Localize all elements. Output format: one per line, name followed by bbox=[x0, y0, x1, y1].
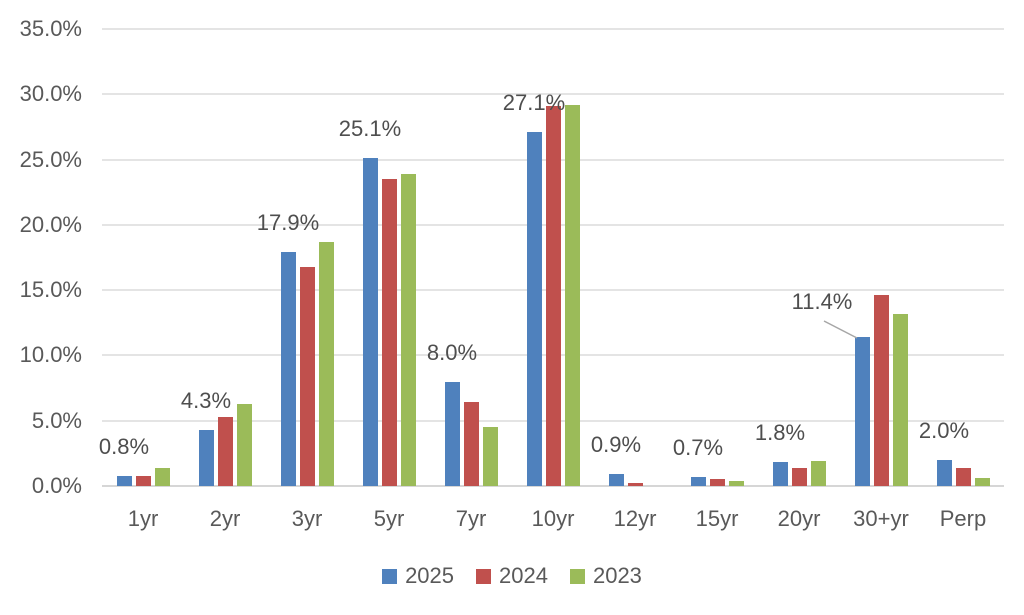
legend-swatch-2023 bbox=[569, 568, 585, 584]
x-tick-label-10yr: 10yr bbox=[531, 506, 575, 531]
y-tick-label: 0.0% bbox=[31, 473, 82, 498]
bar-2025-15yr bbox=[691, 477, 706, 486]
bar-2024-5yr bbox=[382, 179, 397, 486]
y-tick-label: 5.0% bbox=[31, 407, 82, 433]
x-tick-label-3yr: 3yr bbox=[291, 506, 323, 531]
legend-swatch-2025 bbox=[382, 568, 398, 584]
bar-2024-20yr bbox=[792, 468, 807, 486]
data-label-3yr: 17.9% bbox=[256, 210, 320, 236]
bar-2023-2yr bbox=[237, 404, 252, 486]
x-tick-label-5yr: 5yr bbox=[373, 506, 405, 531]
bar-2025-Perp bbox=[937, 460, 952, 486]
gridline-0 bbox=[102, 485, 1004, 487]
bar-2025-20yr bbox=[773, 462, 788, 486]
y-tick-label: 35.0% bbox=[19, 16, 82, 41]
bar-2024-3yr bbox=[300, 267, 315, 486]
gridline-35 bbox=[102, 28, 1004, 30]
bar-2023-15yr bbox=[729, 481, 744, 486]
bar-2023-30+yr bbox=[893, 314, 908, 486]
bar-2023-Perp bbox=[975, 478, 990, 486]
data-label-15yr: 0.7% bbox=[672, 434, 724, 460]
legend-label-2025: 2025 bbox=[405, 563, 455, 588]
bar-2024-2yr bbox=[218, 417, 233, 486]
bar-2025-10yr bbox=[527, 132, 542, 486]
x-tick-label-1yr: 1yr bbox=[127, 506, 159, 531]
bar-2024-1yr bbox=[136, 476, 151, 486]
bar-2025-30+yr bbox=[855, 337, 870, 486]
x-tick-label-30+yr: 30+yr bbox=[853, 506, 909, 531]
bar-2023-10yr bbox=[565, 105, 580, 486]
bar-2023-5yr bbox=[401, 174, 416, 486]
legend-item-2024: 2024 bbox=[476, 563, 548, 589]
x-tick-label-2yr: 2yr bbox=[209, 506, 241, 531]
data-label-2yr: 4.3% bbox=[180, 387, 232, 413]
legend-swatch-2024 bbox=[476, 568, 492, 584]
gridline-30 bbox=[102, 93, 1004, 96]
y-tick-label: 30.0% bbox=[19, 81, 82, 107]
bar-2023-3yr bbox=[319, 242, 334, 486]
data-label-Perp: 2.0% bbox=[918, 417, 970, 443]
x-tick-label-20yr: 20yr bbox=[777, 506, 821, 531]
bar-2024-Perp bbox=[956, 468, 971, 486]
data-label-20yr: 1.8% bbox=[754, 420, 806, 446]
legend-item-2023: 2023 bbox=[569, 563, 642, 589]
x-tick-label-12yr: 12yr bbox=[613, 506, 657, 531]
y-tick-label: 10.0% bbox=[19, 342, 82, 368]
legend: 2025 2024 2023 bbox=[0, 563, 1024, 589]
bar-2023-7yr bbox=[483, 427, 498, 486]
y-tick-label: 25.0% bbox=[19, 146, 82, 172]
data-label-7yr: 8.0% bbox=[426, 339, 478, 365]
y-tick-label: 20.0% bbox=[19, 211, 82, 237]
y-tick-label: 15.0% bbox=[19, 277, 82, 303]
x-tick-label-7yr: 7yr bbox=[455, 506, 487, 531]
x-tick-label-15yr: 15yr bbox=[695, 506, 739, 531]
bar-2025-2yr bbox=[199, 430, 214, 486]
bar-2023-1yr bbox=[155, 468, 170, 486]
bar-2025-7yr bbox=[445, 382, 460, 486]
data-label-30+yr: 11.4% bbox=[791, 289, 853, 314]
data-label-10yr: 27.1% bbox=[502, 90, 566, 116]
bar-2024-30+yr bbox=[874, 295, 889, 486]
data-label-12yr: 0.9% bbox=[590, 432, 642, 458]
bar-2024-10yr bbox=[546, 106, 561, 486]
x-tick-label-Perp: Perp bbox=[939, 506, 987, 531]
bar-2024-15yr bbox=[710, 479, 725, 486]
legend-item-2025: 2025 bbox=[382, 563, 454, 589]
bar-2025-5yr bbox=[363, 158, 378, 486]
bar-2024-12yr bbox=[628, 483, 643, 486]
bar-2025-12yr bbox=[609, 474, 624, 486]
bar-2025-3yr bbox=[281, 252, 296, 486]
bar-2025-1yr bbox=[117, 476, 132, 486]
bar-2024-7yr bbox=[464, 402, 479, 486]
legend-label-2023: 2023 bbox=[592, 563, 642, 588]
data-label-1yr: 0.8% bbox=[98, 433, 150, 459]
data-label-5yr: 25.1% bbox=[338, 116, 402, 142]
legend-label-2024: 2024 bbox=[499, 563, 548, 588]
bar-2023-20yr bbox=[811, 461, 826, 486]
